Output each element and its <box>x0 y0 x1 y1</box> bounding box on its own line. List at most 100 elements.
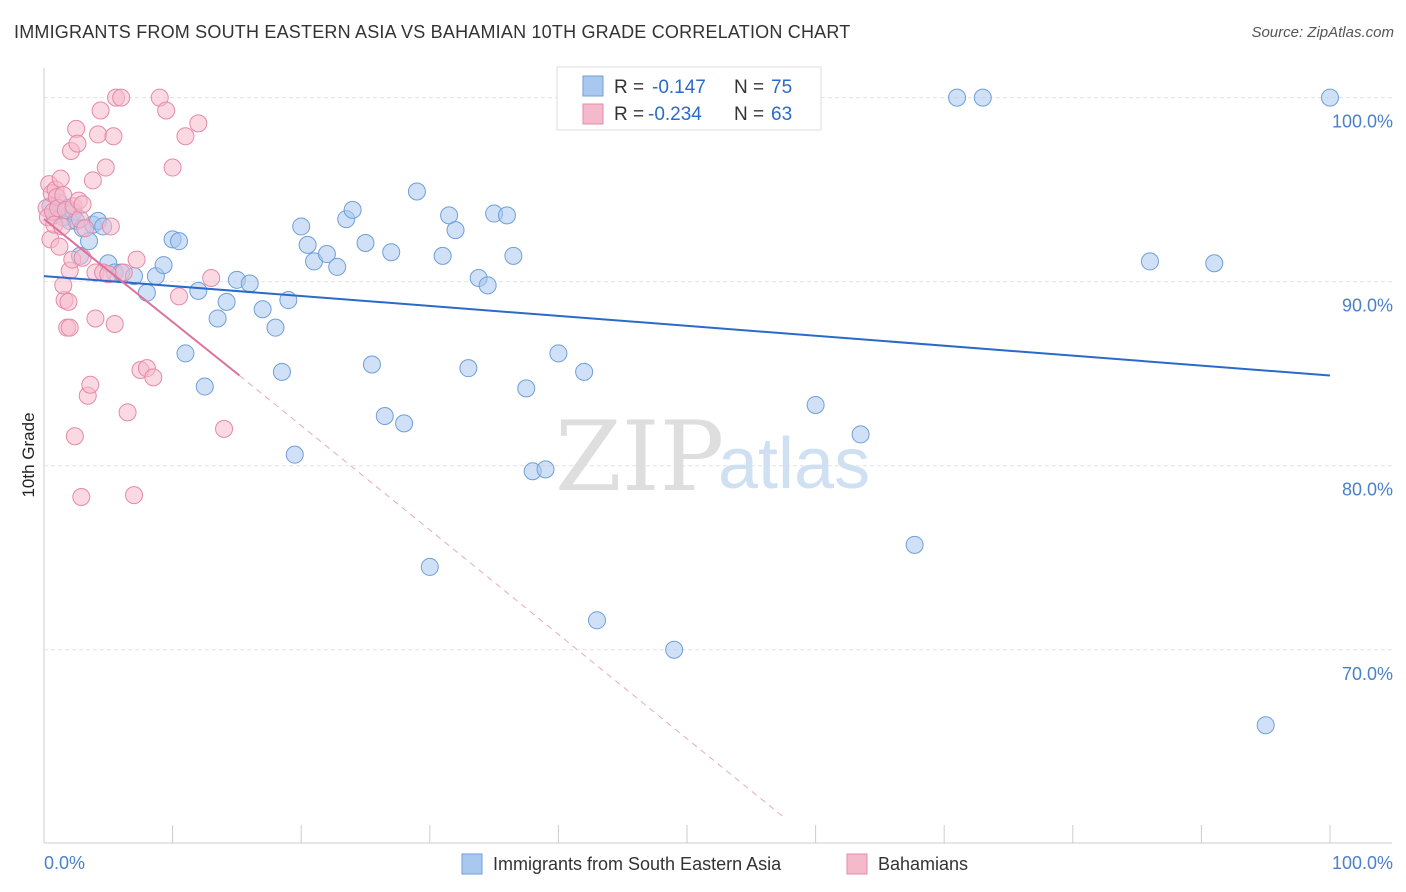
source-label: Source: ZipAtlas.com <box>1251 24 1394 41</box>
y-tick-label-1: 90.0% <box>1342 296 1393 316</box>
y-tick-label-2: 80.0% <box>1342 480 1393 500</box>
data-point-s1-37 <box>96 158 115 177</box>
data-point-s0-25 <box>195 377 214 396</box>
bottom-legend-swatch-pink <box>846 853 868 875</box>
bottom-legend-swatch-blue <box>461 853 483 875</box>
data-point-s1-35 <box>91 101 110 120</box>
data-point-s1-17 <box>59 292 78 311</box>
data-point-s0-73 <box>1140 252 1159 271</box>
data-point-s0-69 <box>973 88 992 107</box>
data-point-s0-44 <box>375 407 394 426</box>
stats-legend-n-value-pink: 63 <box>771 104 792 125</box>
data-point-s1-62 <box>170 287 189 306</box>
data-point-s1-27 <box>72 487 91 506</box>
data-point-s0-65 <box>806 395 825 414</box>
data-point-s0-56 <box>497 206 516 225</box>
stats-legend-n-label-blue: N = <box>734 77 764 98</box>
data-point-s0-61 <box>549 344 568 363</box>
data-point-s1-61 <box>127 250 146 269</box>
watermark-atlas: atlas <box>718 424 870 504</box>
data-point-s0-72 <box>1205 254 1224 273</box>
data-point-s0-48 <box>420 557 439 576</box>
data-point-s0-60 <box>536 460 555 479</box>
data-point-s0-42 <box>356 234 375 253</box>
watermark-zip: ZIP <box>555 401 724 513</box>
data-point-s0-34 <box>285 445 304 464</box>
data-points <box>37 88 1339 735</box>
data-point-s0-29 <box>240 274 259 293</box>
x-tick-label-1: 100.0% <box>1332 853 1393 873</box>
tick-labels: 100.0% 90.0% 80.0% 70.0% 0.0% 100.0% <box>44 112 1393 873</box>
data-point-s0-31 <box>266 318 285 337</box>
data-point-s1-56 <box>54 276 73 295</box>
trend-line-s0 <box>43 275 1331 377</box>
data-point-s1-40 <box>104 127 123 146</box>
data-point-s1-50 <box>163 158 182 177</box>
data-point-s1-24 <box>68 134 87 153</box>
data-point-s0-23 <box>176 344 195 363</box>
data-point-s0-68 <box>948 88 967 107</box>
stats-legend-swatch-pink <box>582 103 604 125</box>
data-point-s0-66 <box>851 425 870 444</box>
bottom-legend-label-blue: Immigrants from South Eastern Asia <box>493 854 782 874</box>
data-point-s0-38 <box>317 245 336 264</box>
x-tick-label-0: 0.0% <box>44 853 85 873</box>
data-point-s0-47 <box>407 182 426 201</box>
stats-legend-n-value-blue: 75 <box>771 77 792 98</box>
trend-lines <box>43 218 1331 820</box>
data-point-s1-42 <box>112 88 131 107</box>
data-point-s0-26 <box>208 309 227 328</box>
data-point-s0-58 <box>517 379 536 398</box>
data-point-s0-46 <box>395 414 414 433</box>
data-point-s1-34 <box>89 125 108 144</box>
data-point-s1-43 <box>118 403 137 422</box>
data-point-s0-39 <box>328 257 347 276</box>
data-point-s1-32 <box>83 171 102 190</box>
stats-legend-n-label-pink: N = <box>734 104 764 125</box>
data-point-s1-55 <box>60 318 79 337</box>
data-point-s1-39 <box>101 217 120 236</box>
data-point-s1-59 <box>105 314 124 333</box>
stats-legend-r-value-pink: -0.234 <box>648 104 702 125</box>
data-point-s1-22 <box>65 427 84 446</box>
data-point-s1-29 <box>76 219 95 238</box>
trend-extension-s1 <box>239 375 787 820</box>
data-point-s1-54 <box>215 419 234 438</box>
data-point-s0-57 <box>504 246 523 265</box>
data-point-s1-49 <box>157 101 176 120</box>
y-tick-label-3: 70.0% <box>1342 664 1393 684</box>
data-point-s0-54 <box>478 276 497 295</box>
data-point-s1-58 <box>86 309 105 328</box>
data-point-s0-52 <box>459 359 478 378</box>
data-point-s1-53 <box>202 268 221 287</box>
data-point-s0-43 <box>362 355 381 374</box>
data-point-s0-64 <box>665 640 684 659</box>
data-point-s0-30 <box>253 300 272 319</box>
axes <box>43 68 1392 844</box>
data-point-s1-10 <box>50 237 69 256</box>
data-point-s0-36 <box>298 235 317 254</box>
data-point-s1-31 <box>81 375 100 394</box>
data-point-s1-52 <box>189 114 208 133</box>
grid-lines <box>44 97 1392 651</box>
data-point-s0-24 <box>189 281 208 300</box>
stats-legend-r-label-pink: R = <box>614 104 644 125</box>
trend-line-s1 <box>43 218 241 377</box>
data-point-s1-60 <box>114 263 133 282</box>
stats-legend-r-label-blue: R = <box>614 77 644 98</box>
y-axis-label: 10th Grade <box>19 412 38 497</box>
bottom-legend: Immigrants from South Eastern Asia Baham… <box>461 853 968 875</box>
data-point-s1-11 <box>51 169 70 188</box>
data-point-s1-47 <box>144 368 163 387</box>
stats-legend: R = -0.147 N = 75 R = -0.234 N = 63 <box>556 66 822 131</box>
data-point-s0-18 <box>137 283 156 302</box>
data-point-s0-20 <box>154 256 173 275</box>
data-point-s0-32 <box>272 362 291 381</box>
data-point-s0-51 <box>446 221 465 240</box>
y-tick-label-0: 100.0% <box>1332 112 1393 132</box>
data-point-s1-44 <box>125 486 144 505</box>
data-point-s1-57 <box>73 248 92 267</box>
data-point-s0-62 <box>575 362 594 381</box>
stats-legend-swatch-blue <box>582 75 604 97</box>
